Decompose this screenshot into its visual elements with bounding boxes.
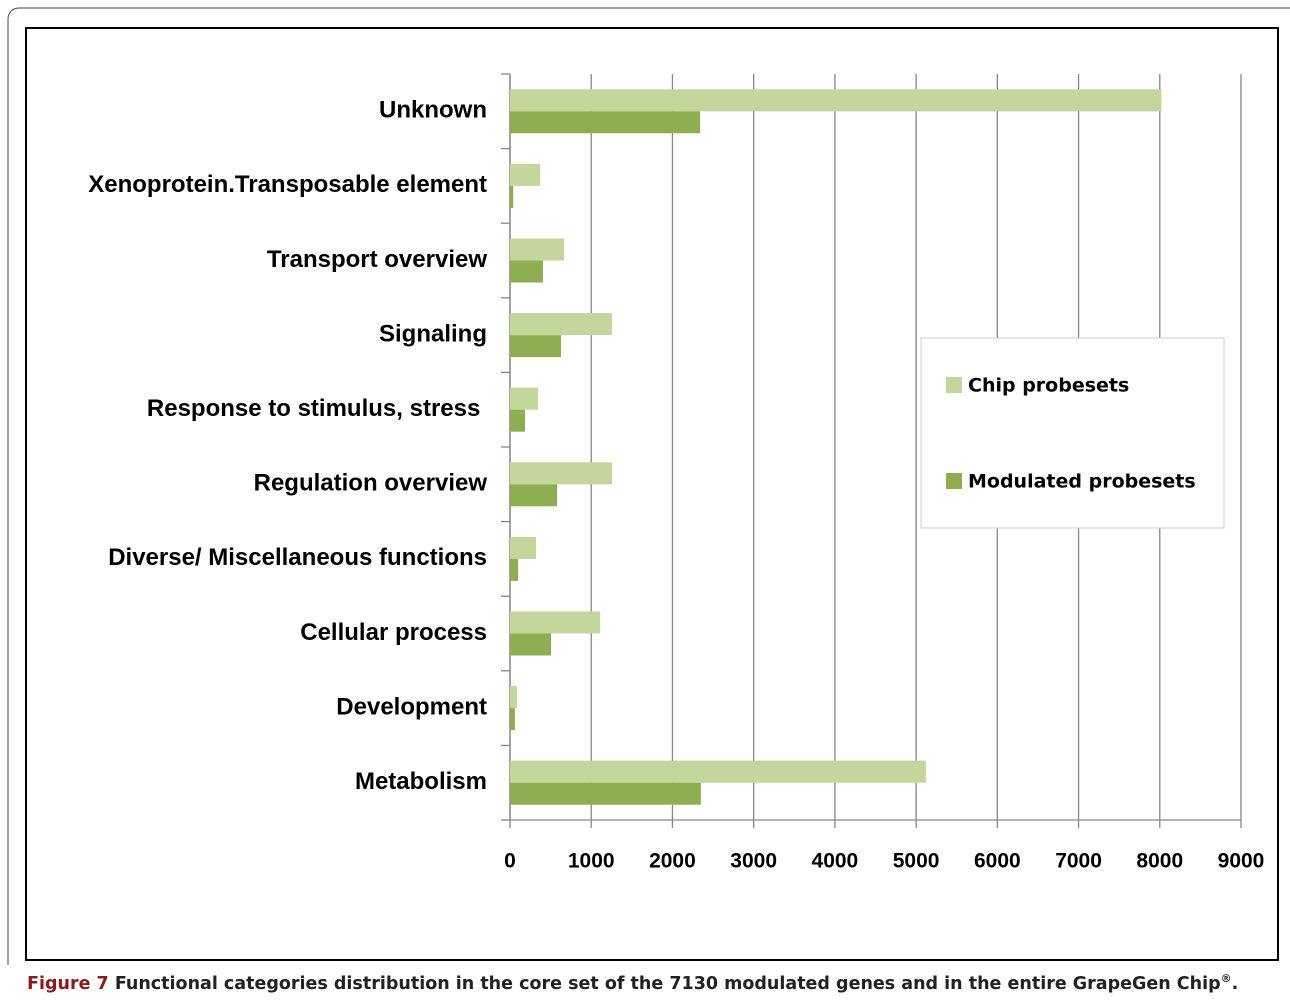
bar	[510, 633, 552, 656]
caption-superscript: ®	[1220, 972, 1232, 985]
y-tick-label: Regulation overview	[254, 470, 488, 497]
outer-frame	[7, 7, 1290, 965]
bar	[510, 611, 601, 634]
caption-label: Figure 7	[27, 973, 109, 994]
y-tick-label: Xenoprotein.Transposable element	[88, 171, 487, 198]
x-tick-label: 0	[504, 850, 516, 873]
y-tick-label: Metabolism	[355, 768, 487, 795]
x-tick-label: 9000	[1218, 850, 1265, 873]
bar	[510, 260, 543, 283]
x-tick-label: 6000	[974, 850, 1021, 873]
legend-label: Chip probesets	[968, 375, 1129, 397]
y-tick-label: Transport overview	[267, 246, 487, 273]
bar	[510, 484, 558, 507]
caption: Figure 7 Functional categories distribut…	[27, 972, 1238, 994]
y-tick-label: Unknown	[379, 97, 487, 124]
bar	[510, 163, 541, 186]
legend-swatch	[946, 473, 962, 489]
caption-text: Functional categories distribution in th…	[114, 973, 1221, 994]
y-tick-label: Diverse/ Miscellaneous functions	[108, 544, 487, 571]
caption-end: .	[1231, 973, 1239, 994]
bar	[510, 708, 515, 731]
y-tick-label: Cellular process	[300, 619, 487, 646]
bar	[510, 686, 517, 709]
bar	[510, 111, 701, 134]
bar	[510, 782, 701, 805]
y-tick-label: Response to stimulus, stress	[147, 395, 487, 422]
x-tick-label: 4000	[812, 850, 859, 873]
figure: 0 1000 2000 3000 4000 5000 6000 7000 8000 9000 Unk…	[7, 7, 1290, 965]
bar	[510, 409, 526, 432]
bar	[510, 335, 562, 358]
x-tick-label: 1000	[568, 850, 615, 873]
bar	[510, 387, 539, 410]
bar	[510, 558, 519, 581]
y-tick-label: Signaling	[379, 320, 487, 347]
bar	[510, 536, 536, 559]
x-tick-label: 2000	[649, 850, 696, 873]
x-tick-label: 7000	[1055, 850, 1102, 873]
bar	[510, 89, 1162, 112]
legend-label: Modulated probesets	[968, 471, 1196, 493]
bar	[510, 462, 613, 485]
bar	[510, 313, 613, 336]
legend-swatch	[946, 377, 962, 393]
y-tick-label: Development	[336, 693, 487, 720]
bar	[510, 760, 926, 783]
x-tick-label: 5000	[893, 850, 940, 873]
x-tick-label: 8000	[1136, 850, 1183, 873]
legend-box	[920, 337, 1225, 529]
plot: 0 1000 2000 3000 4000 5000 6000 7000 8000 9000 Unk…	[88, 73, 1265, 873]
x-tick-label: 3000	[730, 850, 777, 873]
bar	[510, 185, 514, 208]
bar	[510, 238, 565, 261]
